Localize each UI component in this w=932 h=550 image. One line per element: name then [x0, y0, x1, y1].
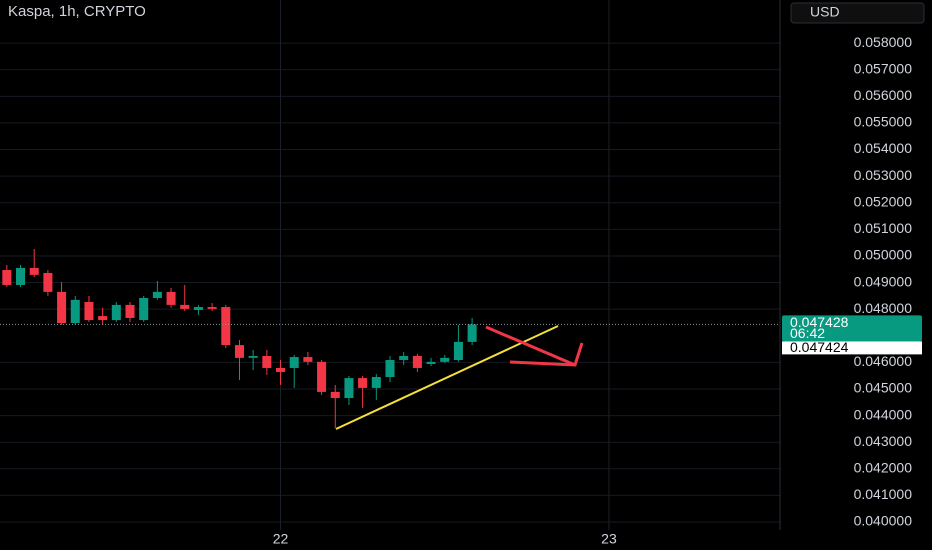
- y-tick-label: 0.048000: [854, 300, 913, 316]
- last-price-box: [782, 315, 922, 342]
- y-tick-label: 0.053000: [854, 167, 913, 183]
- candle-body: [152, 291, 162, 298]
- y-tick-label: 0.044000: [854, 406, 913, 422]
- candle-body: [289, 357, 299, 368]
- y-tick-label: 0.042000: [854, 460, 913, 476]
- candle-body: [248, 355, 258, 358]
- candle-body: [371, 377, 381, 388]
- arrow-head: [509, 342, 584, 367]
- y-tick-label: 0.056000: [854, 87, 913, 103]
- y-tick-label: 0.043000: [854, 433, 913, 449]
- candle-body: [358, 378, 368, 388]
- candle-body: [193, 307, 203, 310]
- y-tick-label: 0.041000: [854, 486, 913, 502]
- candle-body: [317, 361, 327, 392]
- y-tick-label: 0.052000: [854, 193, 913, 209]
- arrow-shaft: [485, 325, 576, 367]
- candle-body: [29, 267, 39, 275]
- y-tick-label: 0.045000: [854, 380, 913, 396]
- candle-body: [221, 307, 231, 346]
- candle-body: [262, 355, 272, 368]
- axes: 0.040000 0.041000 0.042000 0.043000 0.044000…: [273, 34, 922, 547]
- currency-label[interactable]: USD: [810, 4, 840, 20]
- candle-body: [344, 378, 354, 399]
- x-tick-label: 23: [601, 531, 617, 547]
- last-price-label: 0.047428: [790, 314, 849, 330]
- candle-body: [43, 272, 53, 292]
- candle-body: [111, 304, 121, 321]
- candle-body: [303, 357, 313, 362]
- candle-body: [330, 391, 340, 399]
- candle-body: [16, 267, 26, 285]
- candle-body: [57, 291, 67, 324]
- candle-body: [84, 301, 94, 321]
- candle-body: [207, 307, 217, 309]
- y-tick-label: 0.058000: [854, 34, 913, 50]
- candle-body: [166, 291, 176, 305]
- candle-body: [180, 304, 190, 309]
- currency-button[interactable]: [790, 2, 925, 24]
- candle-body: [426, 361, 436, 364]
- y-tick-label: 0.040000: [854, 513, 913, 529]
- grid: [0, 0, 780, 530]
- y-tick-label: 0.057000: [854, 60, 913, 76]
- chart-title: Kaspa, 1h, CRYPTO: [8, 3, 146, 20]
- y-tick-label: 0.046000: [854, 353, 913, 369]
- candle-body: [139, 297, 149, 321]
- candle-body: [70, 299, 80, 324]
- y-tick-label: 0.051000: [854, 220, 913, 236]
- candle-body: [125, 304, 135, 318]
- bid-price-box: [782, 341, 922, 355]
- candle-body: [2, 270, 12, 285]
- y-tick-label: 0.055000: [854, 114, 913, 130]
- y-tick-label: 0.050000: [854, 247, 913, 263]
- candle-body: [412, 355, 422, 368]
- candle-body: [234, 345, 244, 358]
- countdown-label: 06:42: [790, 325, 825, 341]
- candle-body: [276, 367, 286, 372]
- candle-body: [98, 316, 108, 321]
- x-tick-label: 22: [273, 531, 289, 547]
- bid-price-label: 0.047424: [790, 339, 849, 355]
- candle-body: [440, 357, 450, 362]
- y-tick-label: 0.049000: [854, 273, 913, 289]
- candle-body: [385, 359, 395, 378]
- candle-body: [453, 341, 463, 360]
- candle-body: [467, 324, 477, 342]
- candles: [0, 249, 780, 429]
- candle-body: [399, 355, 409, 360]
- y-tick-label: 0.054000: [854, 140, 913, 156]
